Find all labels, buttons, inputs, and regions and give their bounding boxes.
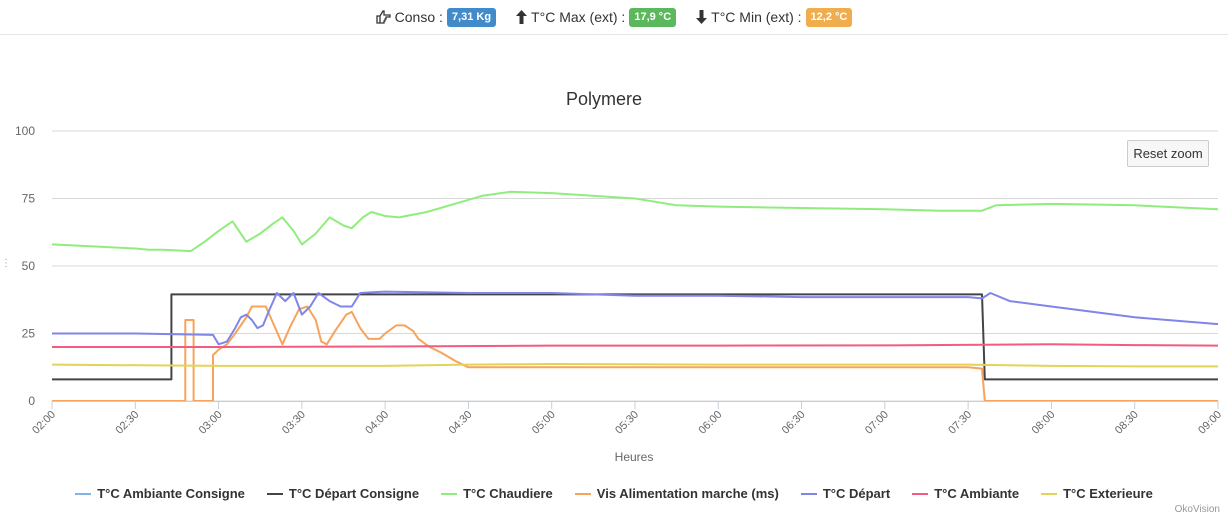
legend-item[interactable]: T°C Chaudiere: [441, 486, 553, 501]
arrow-down-icon: [696, 10, 708, 24]
legend-swatch: [574, 492, 591, 495]
tmax-badge: 17,9 °C: [629, 7, 677, 27]
x-tick-label: 09:00: [1196, 409, 1224, 437]
hand-point-right-icon: [376, 10, 391, 24]
x-tick-label: 08:00: [1030, 409, 1058, 437]
tmin-stat: T°C Min (ext) : 12,2 °C: [696, 7, 853, 27]
conso-label: Conso :: [394, 9, 443, 25]
y-tick-label: 75: [22, 192, 36, 206]
legend: T°C Ambiante Consigne T°C Départ Consigne…: [0, 486, 1228, 501]
stats-bar: Conso : 7,31 Kg T°C Max (ext) : 17,9 °C …: [0, 0, 1228, 35]
x-tick-label: 02:30: [113, 409, 141, 437]
chart-title: Polymere: [566, 89, 642, 109]
legend-swatch: [1041, 492, 1058, 495]
credit-link[interactable]: OkoVision: [1174, 504, 1220, 515]
x-tick-label: 05:30: [613, 409, 641, 437]
legend-swatch: [912, 492, 929, 495]
x-tick-label: 07:30: [946, 409, 974, 437]
legend-swatch: [266, 492, 283, 495]
axes: 0 25 50 75 100 02:00 02:30 03:00 03:30 04:00 04:30…: [15, 124, 1224, 437]
legend-swatch: [75, 492, 92, 495]
legend-swatch: [800, 492, 817, 495]
series-line[interactable]: [52, 290, 1219, 346]
x-tick-label: 03:00: [197, 409, 225, 437]
y-tick-label: 0: [28, 394, 35, 408]
legend-label: T°C Exterieure: [1063, 486, 1153, 501]
legend-item[interactable]: T°C Départ Consigne: [266, 486, 420, 501]
x-tick-label: 04:30: [447, 409, 475, 437]
series-line[interactable]: [52, 305, 1218, 402]
y-tick-label: 25: [22, 327, 36, 341]
x-tick-label: 08:30: [1113, 409, 1141, 437]
legend-label: Vis Alimentation marche (ms): [596, 486, 779, 501]
legend-item[interactable]: Vis Alimentation marche (ms): [574, 486, 779, 501]
legend-label: T°C Chaudiere: [463, 486, 553, 501]
conso-badge: 7,31 Kg: [446, 7, 497, 27]
y-tick-label: 100: [15, 124, 35, 138]
legend-label: T°C Départ: [822, 486, 891, 501]
x-axis-title: Heures: [615, 450, 654, 464]
reset-zoom-button[interactable]: Reset zoom: [1127, 140, 1209, 167]
y-tick-label: 50: [22, 259, 36, 273]
legend-label: T°C Ambiante: [934, 486, 1020, 501]
series-line[interactable]: [51, 363, 1218, 368]
legend-label: T°C Départ Consigne: [288, 486, 420, 501]
grid: [52, 130, 1218, 402]
menu-dots-icon[interactable]: ⋮: [1, 258, 11, 269]
conso-stat: Conso : 7,31 Kg: [376, 7, 497, 27]
x-tick-label: 06:30: [780, 409, 808, 437]
x-tick-label: 02:00: [30, 409, 58, 437]
x-tick-label: 04:00: [363, 409, 391, 437]
x-tick-label: 03:30: [280, 409, 308, 437]
legend-swatch: [441, 492, 458, 495]
x-tick-label: 06:00: [696, 409, 724, 437]
series-group: [51, 190, 1219, 402]
legend-label: T°C Ambiante Consigne: [97, 486, 245, 501]
x-tick-label: 05:00: [530, 409, 558, 437]
tmax-label: T°C Max (ext) :: [531, 9, 626, 25]
tmin-label: T°C Min (ext) :: [711, 9, 802, 25]
legend-item[interactable]: T°C Ambiante Consigne: [75, 486, 245, 501]
legend-item[interactable]: T°C Exterieure: [1041, 486, 1153, 501]
tmin-badge: 12,2 °C: [805, 7, 853, 27]
x-tick-label: 07:00: [863, 409, 891, 437]
series-line[interactable]: [51, 190, 1219, 253]
series-line[interactable]: [52, 343, 1219, 348]
legend-item[interactable]: T°C Ambiante: [912, 486, 1019, 501]
tmax-stat: T°C Max (ext) : 17,9 °C: [516, 7, 677, 27]
legend-item[interactable]: T°C Départ: [800, 486, 891, 501]
arrow-up-icon: [516, 10, 528, 24]
